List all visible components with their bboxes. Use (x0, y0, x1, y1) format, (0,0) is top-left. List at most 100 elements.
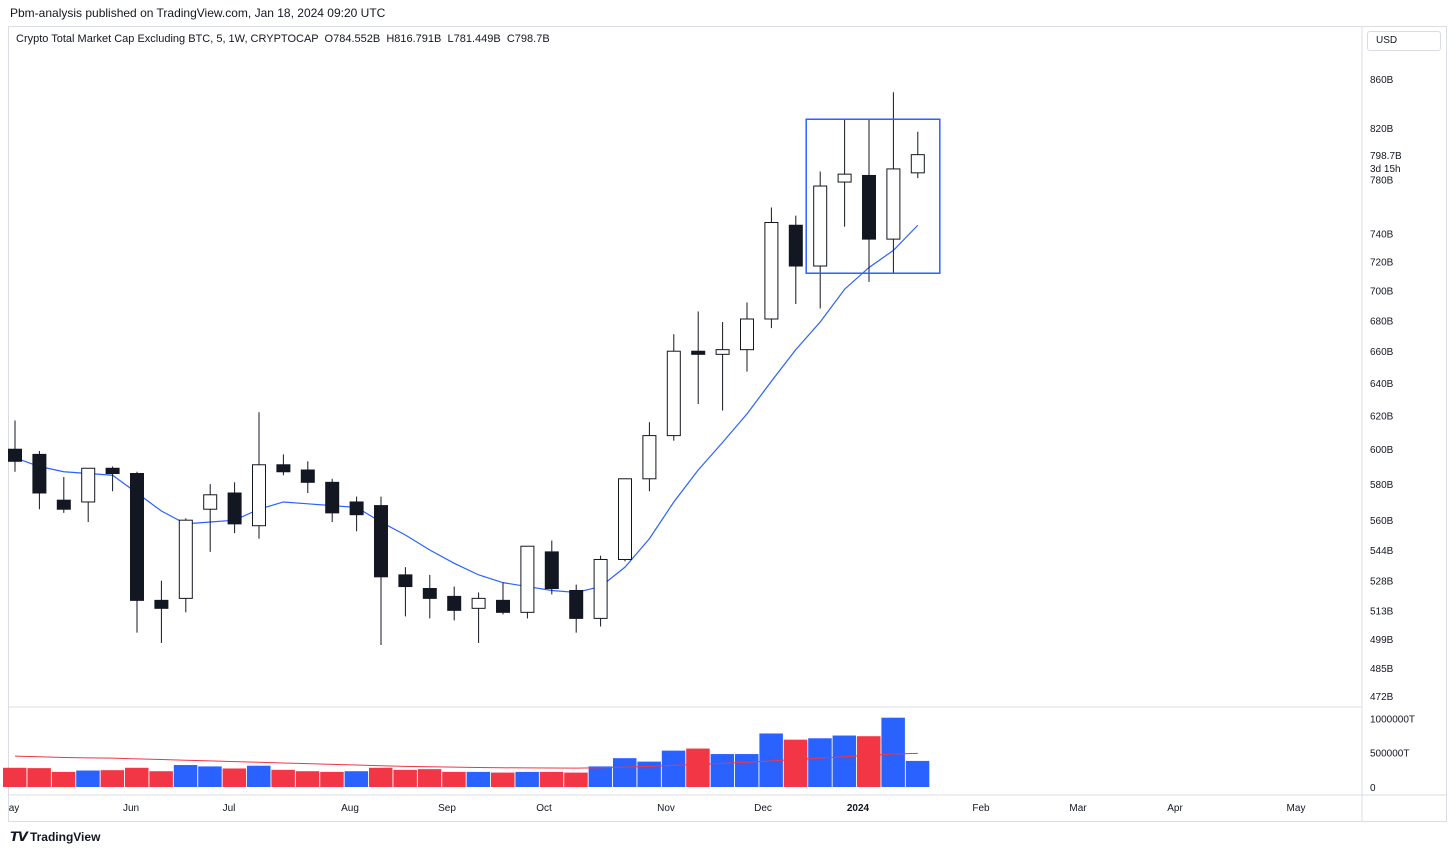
volume-bar (832, 735, 857, 787)
candle-body (422, 588, 437, 599)
candle-body (837, 173, 852, 183)
candle-body (496, 599, 510, 613)
time-tick-label: Jun (123, 803, 139, 814)
time-tick-label: 2024 (847, 803, 870, 814)
volume-bar (198, 766, 222, 787)
volume-tick-label: 1000000T (1370, 714, 1415, 725)
candle-body (227, 492, 242, 525)
volume-bar (808, 738, 832, 787)
highlight-rectangle[interactable] (805, 118, 941, 274)
candle-body (447, 595, 462, 611)
candle-body (569, 589, 584, 619)
symbol-title: Crypto Total Market Cap Excluding BTC, 5… (16, 33, 319, 45)
volume-bar (393, 769, 417, 787)
volume-bar (51, 771, 76, 787)
volume-bar (881, 717, 905, 787)
volume-bar (857, 736, 881, 787)
candle-body (691, 350, 706, 355)
candle-body (252, 464, 266, 527)
volume-bar (417, 769, 442, 787)
volume-bar (905, 760, 930, 787)
tradingview-wordmark: TradingView (29, 830, 101, 844)
price-tick-label: 740B (1370, 230, 1394, 241)
candle-body (203, 494, 218, 510)
volume-bar (295, 771, 320, 787)
volume-bar (344, 771, 369, 787)
volume-bar (222, 768, 247, 787)
moving-average-line (14, 224, 919, 594)
candle-body (325, 481, 340, 514)
price-tick-label: 472B (1370, 692, 1394, 703)
time-tick-label: Sep (438, 803, 456, 814)
price-tick-label: 860B (1370, 75, 1394, 86)
time-tick-label: May (1287, 803, 1306, 814)
candle-body (788, 224, 803, 267)
candle-body (32, 453, 47, 494)
volume-bar (783, 739, 808, 787)
candle-body (666, 350, 681, 437)
candle-body (154, 599, 169, 609)
price-tick-label: 544B (1370, 546, 1394, 557)
candle-body (544, 551, 559, 590)
publisher-caption: Pbm-analysis published on TradingView.co… (10, 6, 386, 20)
candle-body (349, 501, 364, 516)
volume-bar (759, 733, 783, 787)
price-tick-label: 820B (1370, 124, 1394, 135)
candle-body (886, 168, 901, 240)
candle-body (471, 597, 486, 609)
candle-body (520, 545, 535, 613)
volume-bar (613, 758, 637, 787)
symbol-legend: Crypto Total Market Cap Excluding BTC, 5… (16, 33, 550, 45)
volume-bar (247, 765, 271, 787)
price-tick-label: 620B (1370, 412, 1394, 423)
price-tick-label: 700B (1370, 287, 1394, 298)
candle-body (715, 349, 730, 355)
candle-body (618, 478, 632, 560)
candle-body (8, 448, 22, 462)
ohlc-low: L781.449B (447, 33, 501, 45)
volume-bar (149, 771, 173, 787)
time-tick-label: ay (9, 803, 20, 814)
last-price-label: 798.7B 3d 15h (1370, 151, 1402, 175)
price-tick-label: 640B (1370, 379, 1394, 390)
candle-body (300, 469, 315, 483)
volume-bar (125, 767, 149, 787)
price-tick-label: 528B (1370, 577, 1394, 588)
volume-bar (100, 770, 125, 787)
candle-body (642, 435, 657, 480)
volume-bar (466, 771, 491, 787)
candle-body (813, 185, 828, 267)
time-tick-label: Dec (754, 803, 772, 814)
volume-bar (173, 765, 198, 787)
price-tick-label: 499B (1370, 635, 1394, 646)
price-tick-label: 600B (1370, 445, 1394, 456)
candle-body (81, 467, 96, 503)
price-tick-label: 720B (1370, 258, 1394, 269)
candle-body (178, 519, 193, 599)
candle-body (105, 467, 120, 475)
ohlc-high: H816.791B (386, 33, 442, 45)
chart-frame (8, 26, 1447, 822)
volume-tick-label: 0 (1370, 783, 1376, 794)
price-axis: 860B 820B 780B 740B 720B 700B 680B 660B 640B 620B… (1370, 75, 1394, 703)
candle-body (374, 505, 388, 578)
volume-tick-label: 500000T (1370, 749, 1409, 760)
candle-body (276, 464, 291, 473)
ohlc-open: O784.552B (324, 33, 381, 45)
candlesticks (8, 92, 925, 645)
volume-bar (564, 772, 588, 787)
candle-body (56, 499, 71, 510)
volume-bar (588, 766, 613, 787)
volume-bar (735, 754, 759, 787)
candle-body (740, 318, 754, 351)
volume-bar (76, 770, 100, 787)
candle-body (764, 221, 779, 320)
volume-bar (27, 768, 51, 787)
candle-body (593, 558, 608, 619)
volume-bar (271, 769, 295, 787)
currency-selector[interactable]: USD (1367, 31, 1441, 51)
candle-body (398, 574, 413, 588)
price-tick-label: 660B (1370, 347, 1394, 358)
time-tick-label: Aug (341, 803, 359, 814)
